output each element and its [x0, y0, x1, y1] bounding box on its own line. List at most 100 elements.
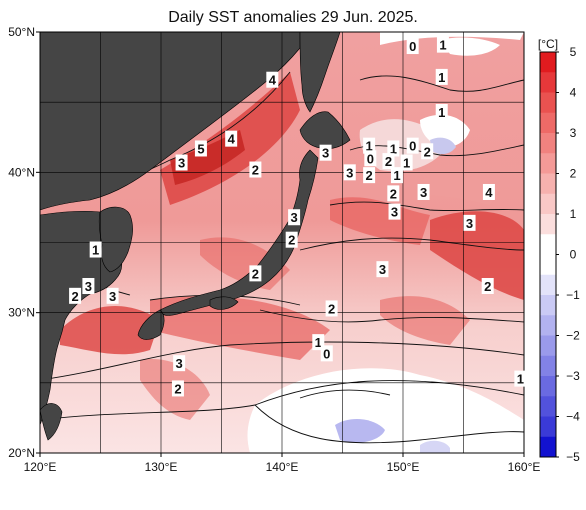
contour-label: 2	[249, 161, 262, 178]
contour-label: 2	[363, 167, 376, 184]
colorbar-unit: [°C]	[538, 37, 558, 51]
contour-label-text: 1	[393, 168, 400, 183]
land-shikoku	[209, 296, 239, 310]
contour-label-text: 1	[366, 139, 373, 154]
colorbar-swatch	[540, 335, 556, 357]
colorbar-tick-label: 4	[570, 86, 577, 100]
contour-label-box	[288, 209, 301, 226]
colorbar-swatch	[540, 72, 556, 93]
contour-label-text: 3	[178, 156, 185, 171]
contour-label: 2	[325, 300, 338, 317]
colorbar-swatch	[540, 436, 556, 458]
contour-label-text: 3	[346, 165, 353, 180]
contour-label-box	[325, 300, 338, 317]
land-taiwan	[40, 403, 63, 441]
contour-label: 1	[390, 167, 403, 184]
map-title: Daily SST anomalies 29 Jun. 2025.	[168, 9, 418, 26]
contour-label-box	[387, 140, 400, 157]
contour-label-box	[406, 38, 419, 55]
contour-label: 2	[69, 287, 82, 304]
contour-label: 1	[363, 137, 376, 154]
contour-label-text: 1	[403, 156, 410, 171]
contour-label: 2	[171, 380, 184, 397]
contour-label-box	[390, 167, 403, 184]
lon-tick-label: 130°E	[145, 460, 178, 474]
colorbar-swatch	[540, 52, 556, 73]
contour-label-box	[266, 71, 279, 88]
contour-label-box	[249, 161, 262, 178]
contour-label-box	[106, 287, 119, 304]
contour-label-text: 0	[409, 139, 416, 154]
contour-label-box	[435, 68, 448, 85]
contour-label: 1	[435, 103, 448, 120]
contour-label: 2	[285, 231, 298, 248]
contour-label-text: 1	[315, 335, 322, 350]
contour-label-box	[249, 265, 262, 282]
contour-label-text: 3	[85, 279, 92, 294]
contour-label: 4	[266, 71, 279, 88]
contour-label-text: 4	[269, 73, 277, 88]
contour-label-text: 3	[109, 289, 116, 304]
colorbar-tick-label: −1	[566, 288, 580, 302]
cool-shading	[247, 32, 524, 453]
contour-label: 3	[417, 183, 430, 200]
colorbar-swatch	[540, 214, 556, 235]
contour-label-text: 2	[328, 301, 335, 316]
contour-label-text: 1	[439, 38, 446, 53]
colorbar-swatch	[540, 376, 556, 397]
contour-label-box	[406, 137, 419, 154]
colorbar-tick-label: 3	[570, 126, 577, 140]
contour-label: 3	[463, 214, 476, 231]
colorbar-tick-label: −4	[566, 410, 580, 424]
contour-label-text: 2	[424, 144, 431, 159]
contour-label-box	[285, 231, 298, 248]
contour-label: 3	[175, 154, 188, 171]
contour-label-text: 3	[379, 262, 386, 277]
contour-label: 4	[225, 130, 238, 147]
contour-label-text: 5	[197, 141, 204, 156]
contour-label-box	[89, 241, 102, 258]
lat-tick-label: 30°N	[8, 306, 35, 320]
contour-label-text: 3	[420, 185, 427, 200]
contour-label-text: 1	[438, 105, 445, 120]
land-sakhalin	[299, 32, 341, 113]
colorbar-swatch	[540, 274, 556, 296]
grid-lines	[40, 32, 524, 453]
colorbar-swatch	[540, 173, 556, 195]
colorbar-swatch	[540, 355, 556, 377]
colorbar-swatch	[540, 92, 556, 114]
lat-tick-label: 50°N	[8, 25, 35, 39]
contour-label-text: 2	[385, 154, 392, 169]
contour-label-box	[463, 214, 476, 231]
contour-label: 0	[320, 345, 333, 362]
contour-label-box	[482, 183, 495, 200]
contour-label-text: 4	[228, 132, 236, 147]
colorbar-tick-label: 1	[570, 207, 577, 221]
contour-label-box	[69, 287, 82, 304]
contour-label-text: 2	[252, 266, 259, 281]
lon-tick-label: 150°E	[387, 460, 420, 474]
contour-label-text: 0	[409, 39, 416, 54]
colorbar-swatch	[540, 133, 556, 154]
colorbar-swatch	[540, 193, 556, 215]
contour-label: 3	[319, 144, 332, 161]
contour-label-box	[320, 345, 333, 362]
colorbar-tick-label: 2	[570, 167, 577, 181]
colorbar-swatches	[540, 52, 556, 458]
contour-label-box	[388, 203, 401, 220]
contour-label: 0	[406, 38, 419, 55]
contour-label-text: 1	[390, 141, 397, 156]
contour-label-text: 3	[322, 146, 329, 161]
contour-label-text: 2	[252, 163, 259, 178]
contour-label: 2	[382, 153, 395, 170]
contour-label-box	[435, 103, 448, 120]
contour-label-box	[400, 154, 413, 171]
contour-label-box	[225, 130, 238, 147]
colorbar-tick-label: 5	[570, 45, 577, 59]
contour-label-text: 0	[367, 151, 374, 166]
contour-label-text: 2	[288, 233, 295, 248]
contour-label: 3	[288, 209, 301, 226]
contour-label-text: 3	[466, 216, 473, 231]
contour-label-text: 1	[517, 372, 524, 387]
